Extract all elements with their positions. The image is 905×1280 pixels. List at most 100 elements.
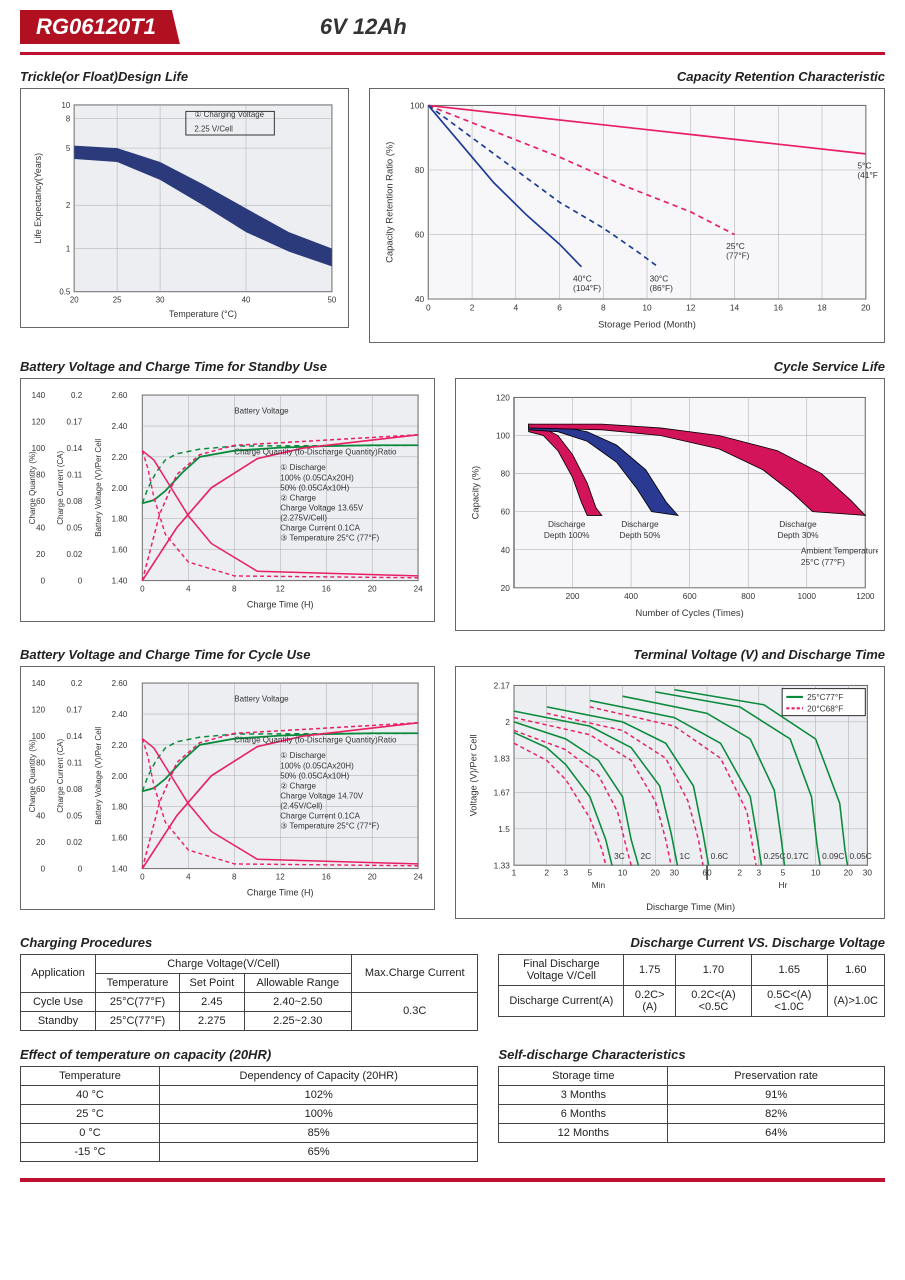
svg-text:200: 200 — [566, 591, 580, 601]
svg-text:80: 80 — [415, 165, 425, 175]
svg-text:③ Temperature 25°C (77°F): ③ Temperature 25°C (77°F) — [280, 821, 379, 830]
svg-text:3: 3 — [757, 867, 762, 877]
svg-text:140: 140 — [32, 391, 46, 400]
svg-text:10: 10 — [618, 867, 628, 877]
svg-text:8: 8 — [601, 303, 606, 313]
svg-text:Life Expectancy(Years): Life Expectancy(Years) — [33, 153, 43, 244]
td: 1.75 — [624, 954, 676, 985]
svg-text:Storage Period (Month): Storage Period (Month) — [598, 318, 696, 329]
td: 91% — [668, 1085, 885, 1104]
svg-text:16: 16 — [322, 584, 331, 593]
svg-text:0.11: 0.11 — [67, 470, 83, 479]
standby-chart: 0481216202402040608010012014000.020.050.… — [20, 378, 435, 623]
svg-text:40: 40 — [501, 544, 511, 554]
svg-text:20: 20 — [368, 584, 377, 593]
svg-text:③ Temperature 25°C (77°F): ③ Temperature 25°C (77°F) — [280, 533, 379, 542]
svg-text:30: 30 — [670, 867, 680, 877]
td: 0 °C — [21, 1123, 160, 1142]
svg-text:Depth 50%: Depth 50% — [620, 530, 662, 540]
svg-text:(41°F): (41°F) — [857, 170, 878, 180]
svg-text:1000: 1000 — [798, 591, 817, 601]
td: 2.275 — [179, 1011, 244, 1030]
td: 100% — [159, 1104, 477, 1123]
retention-chart: 024681012141618204060801005°C(41°F)25°C(… — [369, 88, 885, 343]
cycle-svc-chart: 2004006008001000120020406080100120Discha… — [455, 378, 885, 631]
td: 25°C(77°F) — [96, 992, 180, 1011]
td: 82% — [668, 1104, 885, 1123]
th: Preservation rate — [668, 1066, 885, 1085]
td: 65% — [159, 1142, 477, 1161]
svg-text:(2.275V/Cell): (2.275V/Cell) — [280, 513, 327, 522]
td: 1.65 — [751, 954, 827, 985]
td: 2.25~2.30 — [244, 1011, 351, 1030]
svg-text:20: 20 — [36, 550, 45, 559]
td: -15 °C — [21, 1142, 160, 1161]
svg-text:80: 80 — [501, 468, 511, 478]
svg-text:25°C77°F: 25°C77°F — [807, 692, 843, 702]
svg-text:1C: 1C — [680, 851, 691, 861]
svg-text:Charge Voltage 13.65V: Charge Voltage 13.65V — [280, 503, 364, 512]
svg-text:Min: Min — [592, 880, 606, 890]
cycle-svc-title: Cycle Service Life — [455, 359, 885, 374]
svg-text:Charge Current (CA): Charge Current (CA) — [56, 450, 65, 524]
title-bar: RG06120T1 6V 12Ah — [20, 10, 885, 44]
svg-text:① Discharge: ① Discharge — [280, 751, 326, 760]
svg-text:Charge Quantity (%): Charge Quantity (%) — [28, 451, 37, 524]
svg-text:5: 5 — [781, 867, 786, 877]
th-set: Set Point — [179, 973, 244, 992]
td: 64% — [668, 1123, 885, 1142]
svg-text:20: 20 — [651, 867, 661, 877]
svg-text:10: 10 — [62, 101, 71, 110]
selfd-table: Storage timePreservation rate 3 Months91… — [498, 1066, 885, 1143]
svg-text:100: 100 — [410, 101, 424, 111]
svg-text:140: 140 — [32, 679, 46, 688]
svg-text:20: 20 — [501, 583, 511, 593]
svg-text:Charge Current (CA): Charge Current (CA) — [56, 738, 65, 812]
svg-text:Discharge: Discharge — [779, 519, 817, 529]
svg-text:Battery Voltage: Battery Voltage — [234, 694, 289, 703]
svg-text:Discharge Time (Min): Discharge Time (Min) — [646, 902, 735, 912]
svg-text:Charge Current 0.1CA: Charge Current 0.1CA — [280, 811, 360, 820]
svg-text:8: 8 — [66, 115, 71, 124]
svg-text:2C: 2C — [641, 851, 652, 861]
svg-text:20°C68°F: 20°C68°F — [807, 703, 843, 713]
svg-text:4: 4 — [186, 872, 191, 881]
selfd-title: Self-discharge Characteristics — [498, 1047, 885, 1062]
svg-text:0: 0 — [140, 872, 145, 881]
td: Cycle Use — [21, 992, 96, 1011]
svg-text:1200: 1200 — [856, 591, 875, 601]
svg-text:3C: 3C — [614, 851, 625, 861]
svg-text:20: 20 — [368, 872, 377, 881]
cycle-chg-chart: 0481216202402040608010012014000.020.050.… — [20, 666, 435, 911]
svg-text:Capacity (%): Capacity (%) — [471, 466, 481, 519]
svg-text:Ambient Temperature:: Ambient Temperature: — [801, 545, 878, 555]
td: 25°C(77°F) — [96, 1011, 180, 1030]
svg-text:0.08: 0.08 — [67, 785, 83, 794]
svg-text:Battery Voltage (V)/Per Cell: Battery Voltage (V)/Per Cell — [94, 726, 103, 824]
svg-text:6: 6 — [557, 303, 562, 313]
td: 1.70 — [676, 954, 752, 985]
dcdv-table: Final Discharge Voltage V/Cell 1.75 1.70… — [498, 954, 885, 1017]
th: Temperature — [21, 1066, 160, 1085]
svg-text:1.5: 1.5 — [498, 824, 510, 834]
svg-text:2.20: 2.20 — [112, 741, 128, 750]
svg-text:60: 60 — [415, 230, 425, 240]
svg-text:60: 60 — [36, 785, 45, 794]
svg-text:2.40: 2.40 — [112, 422, 128, 431]
svg-text:80: 80 — [36, 470, 45, 479]
td: 25 °C — [21, 1104, 160, 1123]
svg-text:2.60: 2.60 — [112, 679, 128, 688]
svg-text:Hr: Hr — [779, 880, 788, 890]
svg-text:Discharge: Discharge — [548, 519, 586, 529]
standby-title: Battery Voltage and Charge Time for Stan… — [20, 359, 435, 374]
svg-text:4: 4 — [186, 584, 191, 593]
svg-text:2.17: 2.17 — [494, 680, 511, 690]
td: 3 Months — [499, 1085, 668, 1104]
svg-text:Depth 30%: Depth 30% — [778, 530, 820, 540]
svg-text:5: 5 — [66, 144, 71, 153]
td: (A)>1.0C — [827, 985, 884, 1016]
svg-text:20: 20 — [70, 295, 79, 304]
svg-text:20: 20 — [861, 303, 871, 313]
svg-text:0.02: 0.02 — [67, 838, 83, 847]
svg-text:0: 0 — [78, 576, 83, 585]
